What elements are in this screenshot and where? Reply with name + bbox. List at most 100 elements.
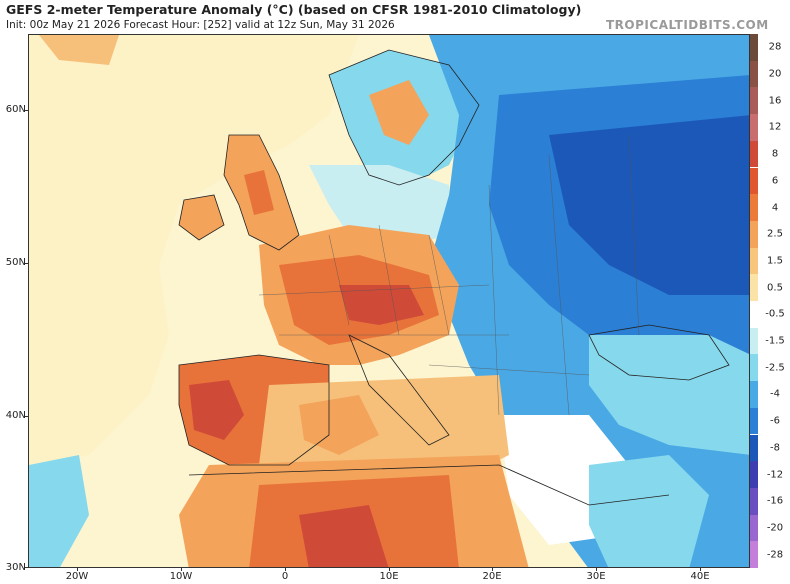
lon-tick-0 xyxy=(285,567,286,571)
colorbar-swatch xyxy=(750,220,758,248)
colorbar-step: -28 xyxy=(750,541,790,568)
colorbar-label: 8 xyxy=(771,148,779,160)
colorbar-label: 20 xyxy=(768,68,782,80)
lat-tick-30n xyxy=(25,567,29,568)
colorbar-step: -0.5 xyxy=(750,301,790,328)
lat-tick-50n xyxy=(25,263,29,264)
colorbar-swatch xyxy=(750,487,758,515)
colorbar-step: 16 xyxy=(750,87,790,115)
colorbar-label: -1.5 xyxy=(765,335,785,347)
cool-north-sea xyxy=(309,165,449,245)
lon-label-30e: 30E xyxy=(586,571,606,582)
colorbar-step: 4 xyxy=(750,194,790,221)
colorbar-swatch xyxy=(750,87,758,115)
very-hot-alps xyxy=(339,285,424,325)
coastline-iberia xyxy=(178,354,330,466)
colorbar-swatch xyxy=(750,461,758,488)
lon-tick-30e xyxy=(596,567,597,571)
colorbar-step: 12 xyxy=(750,114,790,141)
colorbar-swatch xyxy=(750,114,758,141)
colorbar-label: -4 xyxy=(770,388,780,400)
lon-tick-20e xyxy=(492,567,493,571)
colorbar-label: 12 xyxy=(768,121,782,133)
colorbar-step: 0.5 xyxy=(750,274,790,301)
lat-label-30n: 30N xyxy=(5,562,26,573)
colorbar-swatch xyxy=(750,301,758,328)
colorbar-label: 16 xyxy=(768,95,782,107)
deep-cold-core xyxy=(549,115,749,295)
colorbar-swatch xyxy=(750,434,758,462)
colorbar-label: -20 xyxy=(766,522,784,534)
colorbar-step: 20 xyxy=(750,60,790,88)
warm-patch-north-atlantic xyxy=(39,35,119,65)
colorbar-swatch xyxy=(750,514,758,542)
lon-label-20e: 20E xyxy=(482,571,502,582)
colorbar-step: 1.5 xyxy=(750,247,790,275)
colorbar-label: -16 xyxy=(766,495,784,507)
chart-title: GEFS 2-meter Temperature Anomaly (°C) (b… xyxy=(6,2,582,17)
atlantic-neutral xyxy=(29,35,359,465)
colorbar-label: -0.5 xyxy=(765,308,785,320)
colorbar-swatch xyxy=(750,541,758,568)
colorbar-step: -20 xyxy=(750,514,790,542)
colorbar-step: 8 xyxy=(750,140,790,168)
colorbar-swatch xyxy=(750,381,758,408)
colorbar-label: -28 xyxy=(766,549,784,561)
colorbar-swatch xyxy=(750,354,758,382)
country-borders xyxy=(258,134,640,416)
cool-levant xyxy=(589,455,709,567)
lon-tick-10w xyxy=(181,567,182,571)
colorbar-swatch xyxy=(750,327,758,355)
lon-label-40e: 40E xyxy=(690,571,710,582)
lat-label-40n: 40N xyxy=(5,410,26,421)
colorbar-label: 1.5 xyxy=(767,255,783,267)
colorbar-swatch xyxy=(750,167,758,195)
colorbar-step: -4 xyxy=(750,381,790,408)
anomaly-map[interactable] xyxy=(28,34,750,568)
lat-tick-40n xyxy=(25,416,29,417)
coastline-north-africa xyxy=(188,464,670,506)
cool-black-sea xyxy=(589,335,749,455)
colorbar-label: 0.5 xyxy=(767,282,783,294)
lat-tick-60n xyxy=(25,110,29,111)
lon-label-20w: 20W xyxy=(65,571,89,582)
colorbar-label: 4 xyxy=(771,202,779,214)
chart-subtitle: Init: 00z May 21 2026 Forecast Hour: [25… xyxy=(6,19,395,31)
colorbar-swatch xyxy=(750,247,758,275)
lat-label-50n: 50N xyxy=(5,257,26,268)
coastline-scandinavia xyxy=(328,49,480,186)
anomaly-map-svg xyxy=(29,35,749,567)
lon-label-10w: 10W xyxy=(169,571,193,582)
lon-label-10e: 10E xyxy=(379,571,399,582)
colorbar-swatch xyxy=(750,140,758,168)
border-lines xyxy=(328,134,640,416)
colorbar-step: 28 xyxy=(750,34,790,61)
colorbar-label: -2.5 xyxy=(765,362,785,374)
warm-patch-norway xyxy=(369,80,429,145)
colorbar-step: 6 xyxy=(750,167,790,195)
colorbar-label: 6 xyxy=(771,175,779,187)
brand-watermark: TROPICALTIDBITS.COM xyxy=(606,18,769,32)
colorbar-swatch xyxy=(750,60,758,88)
colorbar-step: -16 xyxy=(750,487,790,515)
coastline-britain xyxy=(223,134,300,251)
colorbar-label: 2.5 xyxy=(767,228,783,240)
colorbar-step: -12 xyxy=(750,461,790,488)
warm-balearic xyxy=(299,395,379,455)
cool-canary xyxy=(29,455,89,567)
lat-label-60n: 60N xyxy=(5,104,26,115)
colorbar-label: -8 xyxy=(770,442,780,454)
colorbar-step: -1.5 xyxy=(750,327,790,355)
coastline-black-sea xyxy=(588,324,730,381)
coastline-ireland xyxy=(178,194,225,241)
colorbar-label: -6 xyxy=(770,415,780,427)
border-lines-horizontal xyxy=(258,284,590,376)
lon-tick-20w xyxy=(77,567,78,571)
colorbar-step: -6 xyxy=(750,407,790,435)
coastline-italy xyxy=(348,334,450,446)
lon-tick-10e xyxy=(389,567,390,571)
colorbar-swatch xyxy=(750,274,758,301)
colorbar-step: -8 xyxy=(750,434,790,462)
very-hot-sahara-core xyxy=(299,505,389,567)
colorbar-legend: 28 20 16 12 8 6 4 2.5 1.5 0.5 -0.5 -1.5 -2.5 -4 -6 -8 -1… xyxy=(750,34,790,568)
